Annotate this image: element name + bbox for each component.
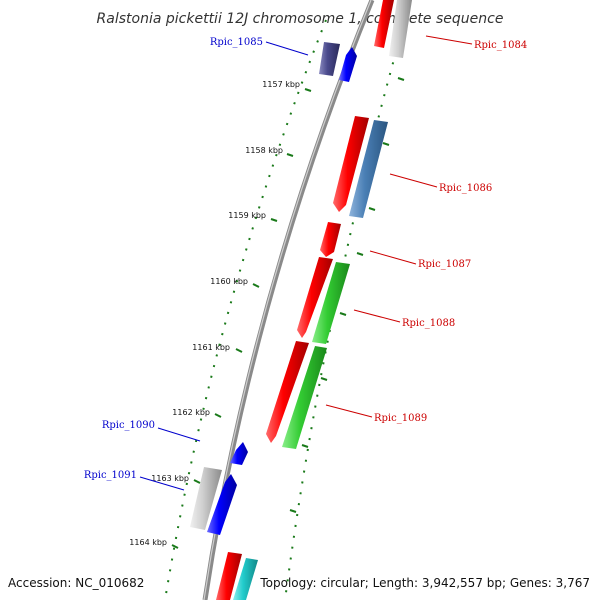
gene-feature-rpic-1086-a[interactable] (333, 116, 369, 212)
summary-text: Topology: circular; Length: 3,942,557 bp… (259, 576, 590, 590)
leader-line-rpic-1091 (139, 476, 185, 491)
tick-label: 1157 kbp (262, 80, 300, 89)
leader-line-rpic-1087 (369, 250, 417, 265)
gene-feature-rpic-1091[interactable] (207, 474, 237, 535)
gene-feature-rpic-1087[interactable] (320, 222, 341, 257)
gene-feature-rpic-1086[interactable] (349, 120, 388, 218)
gene-feature-rpic-1085[interactable] (339, 47, 357, 82)
gene-feature-rpic-1088[interactable] (312, 262, 350, 344)
leader-line-rpic-1086 (389, 173, 438, 188)
outer-tick-marks (289, 77, 405, 513)
gene-feature-rpic-1089-a[interactable] (266, 341, 309, 443)
gene-label-rpic-1090[interactable]: Rpic_1090 (102, 420, 155, 431)
gene-label-rpic-1084[interactable]: Rpic_1084 (474, 40, 527, 51)
leader-line-rpic-1085 (265, 41, 309, 56)
gene-feature-rpic-1089[interactable] (282, 346, 327, 449)
gene-feature-red-bottom[interactable] (216, 552, 242, 600)
inner-ring-dots (164, 19, 327, 600)
tick-label: 1163 kbp (151, 474, 189, 483)
tick-mark (270, 218, 278, 222)
gene-features (190, 0, 412, 600)
tick-mark (304, 88, 312, 92)
gene-feature-rpic-1084[interactable] (374, 0, 394, 48)
leader-line-rpic-1089 (325, 404, 373, 418)
gene-feature-rpic-1088-a[interactable] (297, 257, 333, 338)
tick-mark (286, 153, 294, 157)
tick-label: 1159 kbp (228, 211, 266, 220)
leader-line-rpic-1088 (353, 309, 401, 323)
gene-label-rpic-1086[interactable]: Rpic_1086 (439, 183, 492, 194)
gene-label-rpic-1088[interactable]: Rpic_1088 (402, 318, 455, 329)
tick-mark (252, 283, 260, 288)
gene-feature-rpic-1085-a[interactable] (319, 42, 340, 76)
gene-leader-lines (139, 35, 473, 491)
tick-labels: 1157 kbp 1158 kbp 1159 kbp 1160 kbp 1161… (129, 80, 300, 547)
gene-labels: Rpic_1084 Rpic_1085 Rpic_1086 Rpic_1087 … (84, 37, 527, 481)
map-title: Ralstonia pickettii 12J chromosome 1, co… (97, 11, 504, 27)
tick-mark (171, 544, 179, 549)
outer-ring-dots (284, 19, 406, 600)
tick-mark (193, 479, 201, 484)
accession-text: Accession: NC_010682 (8, 576, 144, 590)
tick-marks (171, 88, 312, 549)
gene-feature-cyan-bottom[interactable] (233, 558, 258, 600)
tick-label: 1162 kbp (172, 408, 210, 417)
chromosome-backbone-highlight (203, 0, 372, 600)
gene-label-rpic-1085[interactable]: Rpic_1085 (210, 37, 263, 48)
gene-label-rpic-1091[interactable]: Rpic_1091 (84, 470, 137, 481)
gene-label-rpic-1089[interactable]: Rpic_1089 (374, 413, 427, 424)
tick-label: 1164 kbp (129, 538, 167, 547)
leader-line-rpic-1090 (157, 427, 201, 442)
leader-line-rpic-1084 (425, 35, 473, 45)
tick-mark (235, 348, 243, 353)
tick-mark (214, 413, 222, 418)
gene-feature-gray-1091[interactable] (190, 467, 222, 530)
gene-label-rpic-1087[interactable]: Rpic_1087 (418, 259, 471, 270)
chromosome-backbone (202, 0, 375, 600)
tick-label: 1160 kbp (210, 277, 248, 286)
gene-feature-gray-top[interactable] (389, 0, 412, 58)
gene-feature-rpic-1090[interactable] (230, 442, 248, 465)
tick-label: 1161 kbp (192, 343, 230, 352)
tick-label: 1158 kbp (245, 146, 283, 155)
